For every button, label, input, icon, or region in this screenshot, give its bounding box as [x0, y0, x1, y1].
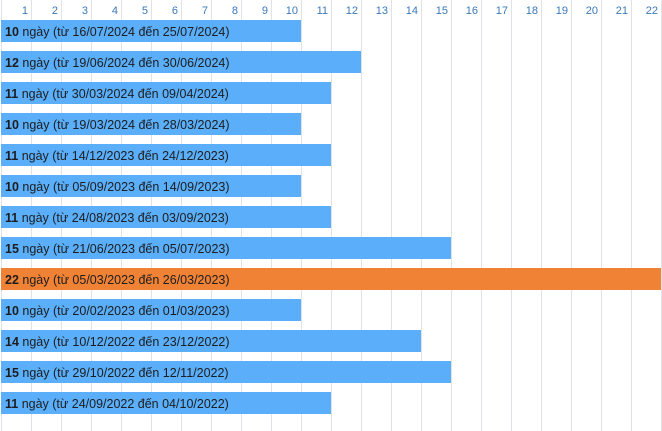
bar-date-range: ngày (từ 24/08/2023 đến 03/09/2023) [18, 211, 229, 225]
bar-label: 11 ngày (từ 30/03/2024 đến 09/04/2024) [5, 87, 229, 101]
x-tick-label: 3 [82, 5, 88, 17]
bar-value: 22 [5, 273, 19, 287]
x-tick-label: 1 [22, 5, 28, 17]
x-tick-label: 4 [112, 5, 118, 17]
bar [1, 144, 331, 166]
x-tick-label: 17 [496, 5, 508, 17]
bar-value: 15 [5, 366, 19, 380]
bar [1, 113, 301, 135]
bar [1, 330, 421, 352]
bar-date-range: ngày (từ 20/02/2023 đến 01/03/2023) [19, 304, 230, 318]
bar-label: 15 ngày (từ 29/10/2022 đến 12/11/2022) [5, 366, 229, 380]
x-axis-ticks: 1 2 3 4 5 6 7 8 9 10 11 12 13 14 15 16 17 18 19 20 21 22 [22, 5, 658, 17]
x-tick-label: 18 [526, 5, 538, 17]
x-tick-label: 5 [142, 5, 148, 17]
bar-date-range: ngày (từ 10/12/2022 đến 23/12/2022) [19, 335, 230, 349]
bar [1, 299, 301, 321]
bar-label: 10 ngày (từ 16/07/2024 đến 25/07/2024) [5, 25, 230, 39]
x-tick-label: 13 [376, 5, 388, 17]
bar-date-range: ngày (từ 24/09/2022 đến 04/10/2022) [18, 397, 229, 411]
bar [1, 20, 301, 42]
bar-highlight [1, 268, 661, 290]
bar-label: 11 ngày (từ 24/09/2022 đến 04/10/2022) [5, 397, 229, 411]
x-tick-label: 16 [466, 5, 478, 17]
bar-label: 14 ngày (từ 10/12/2022 đến 23/12/2022) [5, 335, 230, 349]
bar-label: 12 ngày (từ 19/06/2024 đến 30/06/2024) [5, 56, 230, 70]
bar-value: 14 [5, 335, 19, 349]
x-tick-label: 11 [317, 5, 328, 17]
bar-value: 10 [5, 304, 19, 318]
bar-value: 10 [5, 180, 19, 194]
bar-value: 10 [5, 118, 19, 132]
bar-date-range: ngày (từ 30/03/2024 đến 09/04/2024) [18, 87, 229, 101]
bar-label: 11 ngày (từ 14/12/2023 đến 24/12/2023) [5, 149, 229, 163]
bar-date-range: ngày (từ 21/06/2023 đến 05/07/2023) [19, 242, 230, 256]
bar-date-range: ngày (từ 19/03/2024 đến 28/03/2024) [19, 118, 230, 132]
bar-date-range: ngày (từ 14/12/2023 đến 24/12/2023) [18, 149, 229, 163]
x-tick-label: 6 [172, 5, 178, 17]
bar-date-range: ngày (từ 29/10/2022 đến 12/11/2022) [19, 366, 229, 380]
bar [1, 237, 451, 259]
bar-label: 10 ngày (từ 05/09/2023 đến 14/09/2023) [5, 180, 230, 194]
bar-value: 11 [5, 211, 18, 225]
bar [1, 175, 301, 197]
bar-value: 10 [5, 25, 19, 39]
bar-label: 10 ngày (từ 19/03/2024 đến 28/03/2024) [5, 118, 230, 132]
x-tick-label: 22 [646, 5, 658, 17]
x-tick-label: 14 [406, 5, 418, 17]
bar-date-range: ngày (từ 05/03/2023 đến 26/03/2023) [19, 273, 230, 287]
x-tick-label: 8 [232, 5, 238, 17]
bar-value: 12 [5, 56, 19, 70]
bar-date-range: ngày (từ 16/07/2024 đến 25/07/2024) [19, 25, 230, 39]
bar [1, 392, 331, 414]
bar-label: 15 ngày (từ 21/06/2023 đến 05/07/2023) [5, 242, 230, 256]
bar [1, 82, 331, 104]
x-tick-label: 2 [52, 5, 58, 17]
x-tick-label: 15 [436, 5, 448, 17]
bar-value: 11 [5, 397, 18, 411]
bar-value: 15 [5, 242, 19, 256]
bar-value: 11 [5, 149, 18, 163]
bar-date-range: ngày (từ 19/06/2024 đến 30/06/2024) [19, 56, 230, 70]
x-tick-label: 7 [202, 5, 208, 17]
bar-date-range: ngày (từ 05/09/2023 đến 14/09/2023) [19, 180, 230, 194]
bar [1, 206, 331, 228]
x-tick-label: 21 [616, 5, 628, 17]
bar-label: 22 ngày (từ 05/03/2023 đến 26/03/2023) [5, 273, 230, 287]
bar-label: 11 ngày (từ 24/08/2023 đến 03/09/2023) [5, 211, 229, 225]
x-tick-label: 12 [346, 5, 358, 17]
x-tick-label: 10 [286, 5, 298, 17]
bar-label: 10 ngày (từ 20/02/2023 đến 01/03/2023) [5, 304, 230, 318]
x-tick-label: 19 [556, 5, 568, 17]
bars: 10 ngày (từ 16/07/2024 đến 25/07/2024) 12… [1, 20, 661, 414]
bar [1, 51, 361, 73]
x-tick-label: 9 [262, 5, 268, 17]
bar [1, 361, 451, 383]
bar-value: 11 [5, 87, 18, 101]
x-tick-label: 20 [586, 5, 598, 17]
